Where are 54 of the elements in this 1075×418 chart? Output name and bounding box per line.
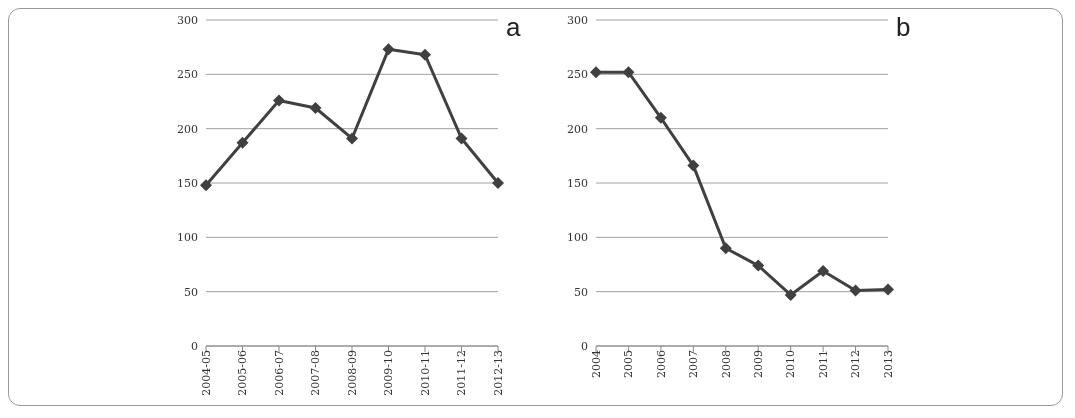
y-tick-label: 0 xyxy=(581,339,588,353)
point xyxy=(419,48,431,61)
point xyxy=(200,179,212,192)
y-tick-label: 50 xyxy=(574,285,588,299)
point xyxy=(309,102,322,115)
y-tick-label: 100 xyxy=(567,231,588,245)
point xyxy=(849,284,862,297)
y-tick-label: 200 xyxy=(177,122,198,136)
x-tick-label: 2009 xyxy=(752,350,766,378)
point xyxy=(346,132,358,145)
point xyxy=(752,259,765,272)
point xyxy=(382,43,395,56)
x-tick-label: 2013 xyxy=(881,350,895,378)
y-tick-label: 250 xyxy=(567,68,588,82)
x-tick-label: 2004 xyxy=(589,350,603,378)
x-tick-label: 2006 xyxy=(654,350,668,378)
x-tick-label: 2012 xyxy=(849,350,863,378)
x-tick-label: 2004-05 xyxy=(199,350,213,396)
y-tick-label: 300 xyxy=(177,13,198,27)
y-tick-label: 150 xyxy=(567,176,588,190)
point xyxy=(654,111,667,124)
y-tick-label: 50 xyxy=(184,285,198,299)
point xyxy=(455,132,468,145)
x-tick-label: 2005 xyxy=(622,350,636,378)
x-tick-label: 2011 xyxy=(816,350,830,378)
y-tick-label: 0 xyxy=(191,339,198,353)
x-tick-label: 2010-11 xyxy=(418,350,432,396)
point xyxy=(784,288,797,301)
point xyxy=(590,66,602,79)
point xyxy=(622,66,635,79)
x-tick-label: 2008-09 xyxy=(345,350,359,396)
point xyxy=(882,283,894,296)
y-tick-label: 250 xyxy=(177,68,198,82)
y-tick-label: 200 xyxy=(567,122,588,136)
y-tick-label: 150 xyxy=(177,176,198,190)
x-tick-label: 2006-07 xyxy=(272,350,286,396)
y-tick-label: 300 xyxy=(567,13,588,27)
x-tick-label: 2008 xyxy=(719,350,733,378)
point xyxy=(817,265,830,278)
y-tick-label: 100 xyxy=(177,231,198,245)
point xyxy=(492,177,504,189)
x-tick-label: 2007-08 xyxy=(309,350,323,396)
point xyxy=(719,242,732,255)
x-tick-label: 2012-13 xyxy=(491,350,505,396)
x-tick-label: 2011-12 xyxy=(455,350,469,396)
point xyxy=(236,136,249,149)
chart-title: b xyxy=(896,12,911,42)
point xyxy=(687,159,700,172)
x-tick-label: 2005-06 xyxy=(236,350,250,396)
chart-title: a xyxy=(506,12,521,42)
x-tick-label: 2009-10 xyxy=(382,350,396,396)
x-tick-label: 2010 xyxy=(784,350,798,378)
point xyxy=(273,94,285,107)
x-tick-label: 2007 xyxy=(687,350,701,378)
